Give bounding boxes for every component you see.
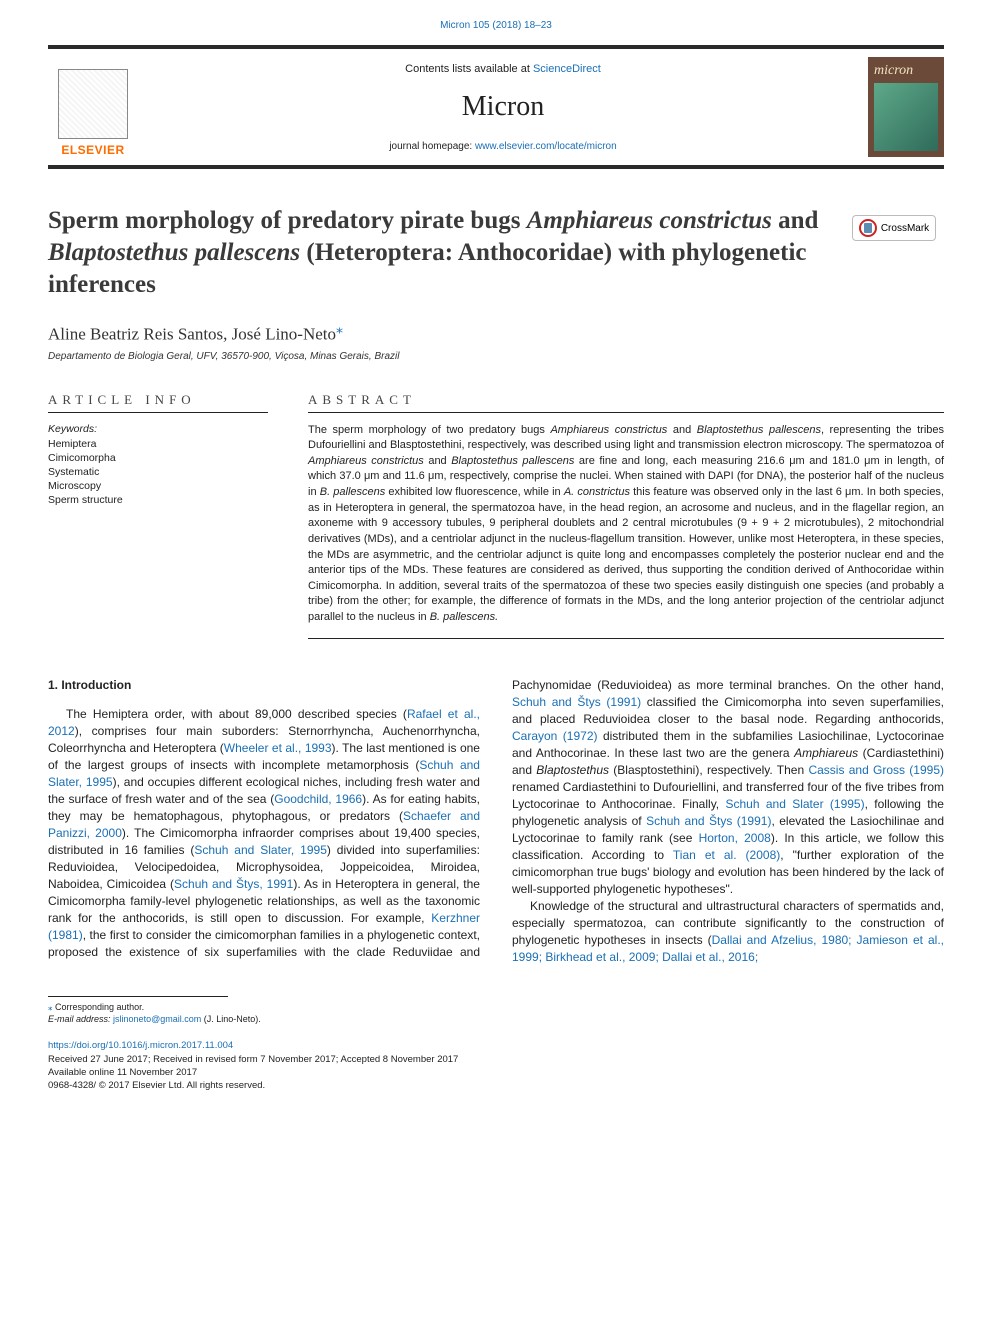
journal-cover-thumbnail: micron (868, 57, 944, 157)
corresponding-marker: ⁎ (336, 322, 343, 337)
corr-label: Corresponding author. (55, 1002, 144, 1012)
info-rule (48, 412, 268, 413)
body-columns: 1. Introduction The Hemiptera order, wit… (48, 677, 944, 967)
section-heading-introduction: 1. Introduction (48, 677, 480, 694)
title-text-1: Sperm morphology of predatory pirate bug… (48, 207, 527, 234)
publisher-name: ELSEVIER (61, 143, 124, 157)
journal-header-band: ELSEVIER Contents lists available at Sci… (48, 45, 944, 169)
copyright-line: 0968-4328/ © 2017 Elsevier Ltd. All righ… (48, 1079, 944, 1092)
email-link[interactable]: jslinoneto@gmail.com (113, 1014, 201, 1024)
title-species-1: Amphiareus constrictus (527, 207, 772, 234)
keyword-item: Microscopy (48, 479, 268, 493)
sciencedirect-link[interactable]: ScienceDirect (533, 63, 601, 75)
footnote-marker: ⁎ (48, 1002, 53, 1012)
affiliation: Departamento de Biologia Geral, UFV, 365… (48, 351, 944, 362)
elsevier-tree-icon (58, 69, 128, 139)
article-info-heading: ARTICLE INFO (48, 392, 268, 408)
crossmark-label: CrossMark (881, 223, 929, 234)
keyword-item: Cimicomorpha (48, 451, 268, 465)
homepage-label: journal homepage: (389, 141, 475, 152)
corresponding-author-footnote: ⁎ Corresponding author. E-mail address: … (48, 1001, 944, 1025)
author-list: Aline Beatriz Reis Santos, José Lino-Net… (48, 321, 944, 345)
publisher-logo: ELSEVIER (48, 57, 138, 157)
contents-line: Contents lists available at ScienceDirec… (154, 63, 852, 75)
keywords-label: Keywords: (48, 423, 268, 435)
abstract-rule (308, 412, 944, 413)
received-line: Received 27 June 2017; Received in revis… (48, 1053, 944, 1066)
article-receipt-block: https://doi.org/10.1016/j.micron.2017.11… (48, 1039, 944, 1092)
abstract-heading: ABSTRACT (308, 392, 944, 408)
contents-text: Contents lists available at (405, 63, 533, 75)
homepage-link[interactable]: www.elsevier.com/locate/micron (475, 141, 617, 152)
email-attribution: (J. Lino-Neto). (204, 1014, 261, 1024)
authors-text: Aline Beatriz Reis Santos, José Lino-Net… (48, 325, 336, 344)
keywords-list: Hemiptera Cimicomorpha Systematic Micros… (48, 437, 268, 508)
abstract-bottom-rule (308, 638, 944, 639)
email-label: E-mail address: (48, 1014, 111, 1024)
article-title: Sperm morphology of predatory pirate bug… (48, 205, 824, 301)
journal-name: Micron (154, 91, 852, 123)
body-paragraph: Knowledge of the structural and ultrastr… (512, 898, 944, 966)
crossmark-icon (859, 219, 877, 237)
title-species-2: Blaptostethus pallescens (48, 239, 300, 266)
homepage-line: journal homepage: www.elsevier.com/locat… (154, 141, 852, 152)
journal-reference: Micron 105 (2018) 18–23 (48, 20, 944, 31)
footnote-rule (48, 996, 228, 997)
online-line: Available online 11 November 2017 (48, 1066, 944, 1079)
cover-image-icon (874, 83, 938, 151)
title-text-2: and (772, 207, 819, 234)
abstract-text: The sperm morphology of two predatory bu… (308, 423, 944, 626)
keyword-item: Systematic (48, 465, 268, 479)
article-info-panel: ARTICLE INFO Keywords: Hemiptera Cimicom… (48, 392, 268, 639)
cover-title: micron (868, 57, 944, 81)
header-center: Contents lists available at ScienceDirec… (154, 63, 852, 152)
keyword-item: Sperm structure (48, 493, 268, 507)
doi-link[interactable]: https://doi.org/10.1016/j.micron.2017.11… (48, 1039, 944, 1052)
abstract-panel: ABSTRACT The sperm morphology of two pre… (308, 392, 944, 639)
crossmark-badge[interactable]: CrossMark (844, 215, 944, 241)
keyword-item: Hemiptera (48, 437, 268, 451)
